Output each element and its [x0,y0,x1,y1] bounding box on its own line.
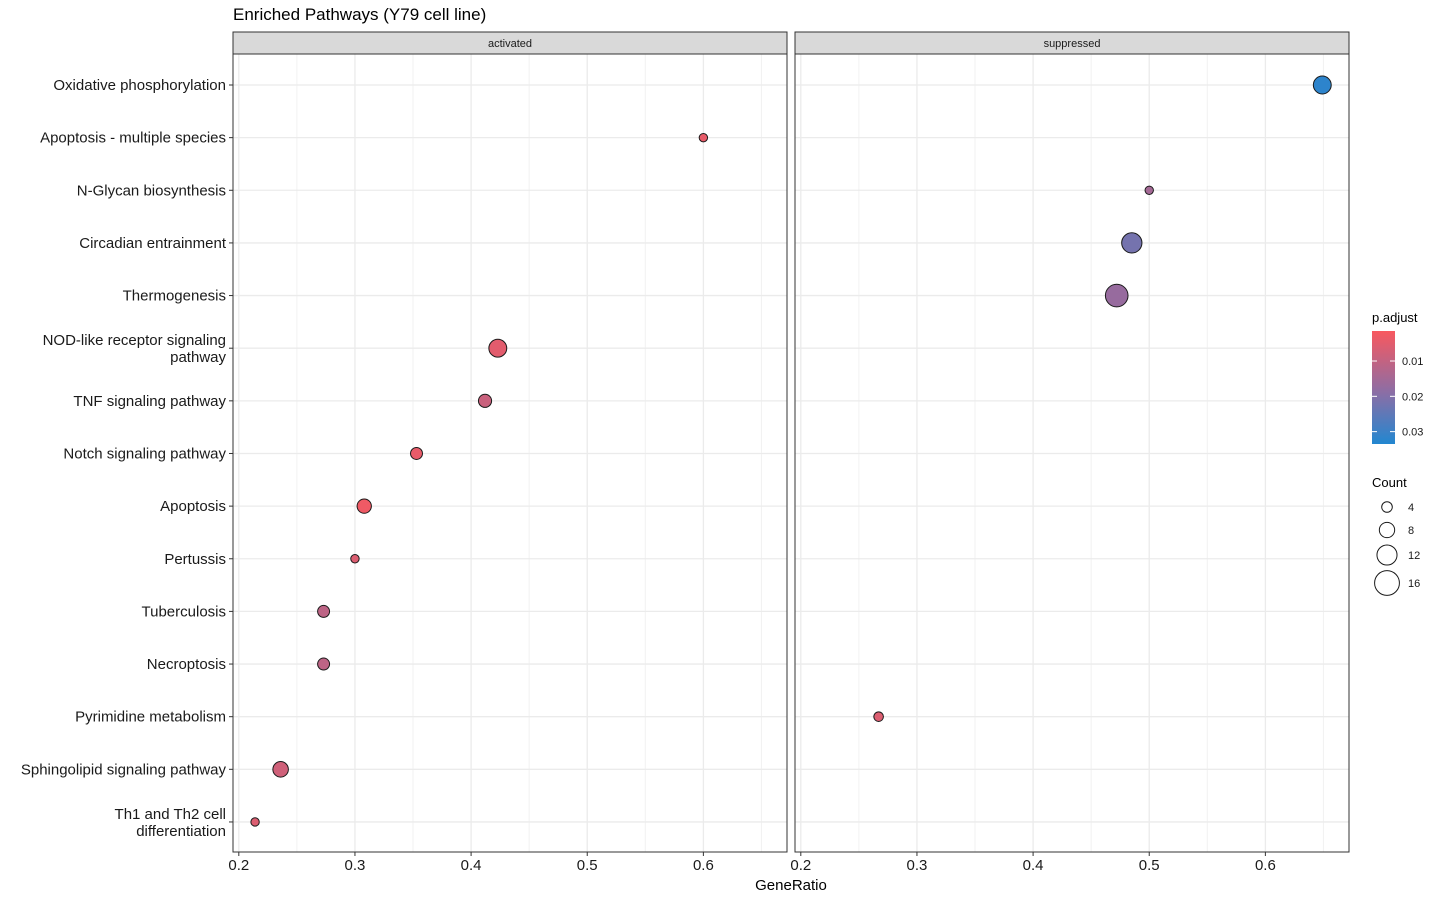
x-tick-label: 0.4 [1023,857,1044,874]
size-legend-label: 16 [1408,578,1420,590]
y-tick-label: Pyrimidine metabolism [75,709,226,726]
legend: p.adjust 0.01 0.02 0.03 Count 4 8 12 16 [1372,310,1423,596]
x-tick-label: 0.2 [228,857,249,874]
y-axis-labels: Oxidative phosphorylation Apoptosis - mul… [21,77,233,840]
chart-title: Enriched Pathways (Y79 cell line) [233,5,486,24]
size-legend-key [1374,570,1400,596]
x-tick-label: 0.5 [577,857,598,874]
size-legend-title: Count [1372,475,1407,490]
data-point [873,711,884,722]
size-legend-key [1376,544,1398,566]
data-point [272,761,289,778]
y-tick-label: Apoptosis [160,498,226,515]
y-tick-label: Sphingolipid signaling pathway [21,761,227,778]
data-point [317,657,331,671]
y-tick-label: Thermogenesis [123,288,226,305]
y-tick-label: Circadian entrainment [79,235,227,252]
color-legend-ticks: 0.01 0.02 0.03 [1372,356,1423,439]
facet-label: activated [488,38,532,50]
panel-border [794,53,1350,853]
y-tick-label: TNF signaling pathway [73,393,226,410]
size-legend-label: 4 [1408,502,1414,514]
size-legend-label: 8 [1408,525,1414,537]
data-point [1312,75,1332,95]
y-tick-label: N-Glycan biosynthesis [77,182,226,199]
facet-label: suppressed [1044,38,1101,50]
y-tick-label: Tuberculosis [142,603,226,620]
y-tick-label: Notch signaling pathway [63,445,226,462]
color-legend-title: p.adjust [1372,310,1418,325]
data-point [317,604,331,618]
size-legend-keys: 4 8 12 16 [1374,501,1420,596]
data-point [350,554,360,564]
color-legend-label: 0.01 [1402,356,1423,368]
panel-activated: activated 0.2 0.3 0.4 0.5 0.6 [228,31,788,874]
y-tick-label: Th1 and Th2 cell differentiation [115,806,226,840]
x-tick-label: 0.6 [1255,857,1276,874]
color-legend-label: 0.02 [1402,391,1423,403]
data-point [1144,185,1154,195]
data-point [488,338,508,358]
y-tick-label: Necroptosis [147,656,226,673]
x-tick-label: 0.3 [345,857,366,874]
data-point [356,498,372,514]
data-point [1104,283,1129,308]
x-tick-label: 0.4 [461,857,482,874]
x-tick-label: 0.6 [693,857,714,874]
data-point [698,132,709,143]
color-legend-bar [1372,331,1395,444]
x-axis-title: GeneRatio [755,877,827,894]
y-tick-label: Pertussis [164,551,226,568]
y-tick-label: NOD-like receptor signaling pathway [43,332,227,366]
y-tick-label: Apoptosis - multiple species [40,130,226,147]
data-point [477,393,493,408]
y-tick-label: Oxidative phosphorylation [53,77,226,94]
data-point [250,817,260,827]
data-point [410,447,423,460]
size-legend-label: 12 [1408,550,1420,562]
panel-suppressed: suppressed 0.2 0.3 0.4 0.5 0.6 [790,31,1350,874]
x-tick-label: 0.5 [1139,857,1160,874]
color-legend-label: 0.03 [1402,427,1423,439]
panels: activated 0.2 0.3 0.4 0.5 0.6 suppressed 0.2 0.3… [228,31,1350,874]
x-tick-label: 0.2 [790,857,811,874]
size-legend-key [1381,501,1393,513]
data-point [1121,232,1143,254]
size-legend-key [1378,521,1396,539]
x-tick-label: 0.3 [907,857,928,874]
